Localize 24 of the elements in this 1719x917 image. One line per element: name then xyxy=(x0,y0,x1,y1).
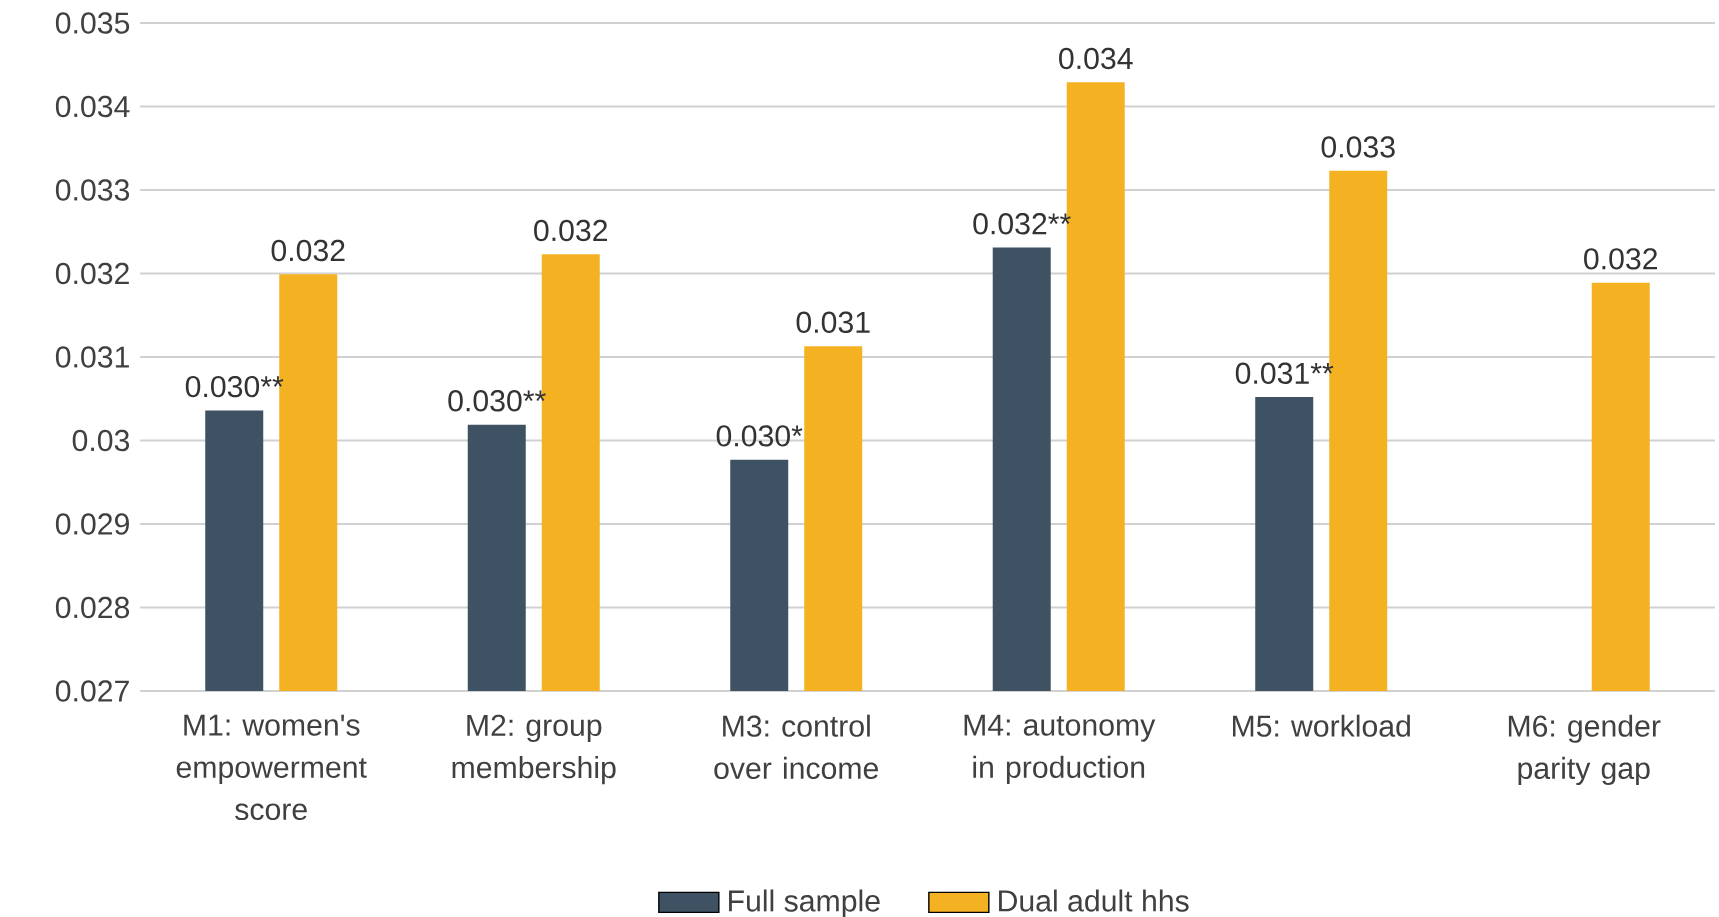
legend-label: Dual adult hhs xyxy=(999,889,1189,912)
x-tick-label: M6: gender parity gap xyxy=(1508,714,1661,786)
y-tick-label: 0.035 xyxy=(55,12,130,34)
x-tick-label: M4: autonomy in production xyxy=(964,714,1156,784)
x-tick-label: M5: workload xyxy=(1233,714,1410,737)
data-label: 0.033 xyxy=(1321,136,1395,158)
y-tick-label: 0.03 xyxy=(72,429,130,452)
x-tick-label: M3: control over income xyxy=(714,714,878,780)
data-label: 0.032 xyxy=(534,219,608,242)
y-tick-label: 0.032 xyxy=(55,262,129,285)
data-label: 0.032 xyxy=(271,239,345,262)
data-label: 0.031 xyxy=(796,311,870,334)
y-tick-label: 0.028 xyxy=(55,596,130,619)
x-tick-label: M1: women's empowerment score xyxy=(176,714,367,821)
x-tick-label: M2: group membership xyxy=(452,714,616,785)
y-tick-label: 0.027 xyxy=(55,680,129,702)
y-tick-label: 0.031 xyxy=(55,346,129,368)
data-label: 0.034 xyxy=(1059,47,1133,70)
y-tick-label: 0.029 xyxy=(55,513,129,535)
data-label: 0.032 xyxy=(1584,248,1657,270)
y-tick-label: 0.033 xyxy=(55,179,130,201)
legend-label: Full sample xyxy=(729,889,880,917)
y-tick-label: 0.034 xyxy=(55,95,130,118)
data-label: 0.030* xyxy=(716,425,803,447)
